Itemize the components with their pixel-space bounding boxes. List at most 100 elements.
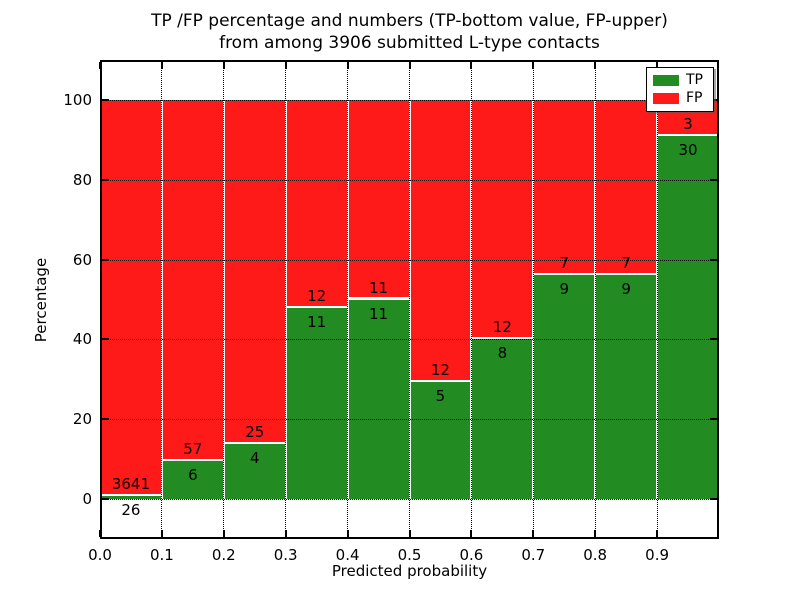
y-tick-mark-right — [710, 418, 717, 421]
chart-title-line1: TP /FP percentage and numbers (TP-bottom… — [151, 11, 668, 31]
legend-label-fp: FP — [686, 90, 703, 106]
legend-item-tp: TP — [653, 73, 707, 88]
fp-bar-segment — [595, 99, 658, 275]
y-tick-mark-right — [710, 178, 717, 181]
x-tick-mark-top — [99, 62, 101, 69]
x-tick-label: 0.2 — [211, 546, 236, 564]
fp-count-label: 57 — [183, 440, 203, 459]
fp-bar-segment — [347, 99, 410, 300]
horizontal-gridline — [100, 259, 719, 261]
fp-bar-segment — [161, 99, 224, 462]
x-tick-mark-top — [160, 62, 163, 69]
tp-count-label: 4 — [249, 449, 260, 468]
legend-label-tp: TP — [686, 72, 703, 88]
y-tick-mark-right — [710, 338, 717, 341]
tp-count-label: 11 — [307, 313, 327, 332]
y-tick-label: 0 — [82, 490, 92, 509]
x-tick-mark — [160, 530, 163, 537]
tp-count-label: 5 — [435, 386, 446, 405]
vertical-gridline — [409, 60, 410, 539]
y-tick-mark-right — [710, 258, 717, 261]
x-tick-mark-top — [470, 62, 473, 69]
horizontal-gridline — [100, 99, 719, 101]
y-tick-mark — [102, 418, 109, 421]
tp-bar-segment — [657, 136, 719, 500]
y-tick-label: 60 — [72, 250, 92, 269]
x-tick-label: 0.0 — [88, 546, 112, 564]
plot-area: 3641 26 57 6 25 4 12 11 11 11 12 5 12 8 7 9 7 9 3 30 — [99, 60, 719, 539]
horizontal-gridline — [100, 339, 719, 341]
tp-count-label: 9 — [621, 279, 631, 298]
x-tick-mark — [284, 530, 287, 537]
fp-bar-segment — [533, 99, 596, 275]
tp-count-label: 26 — [121, 501, 141, 520]
x-tick-label: 0.4 — [335, 546, 360, 564]
y-tick-label: 80 — [72, 170, 92, 189]
fp-count-label: 11 — [368, 278, 389, 297]
y-tick-mark — [102, 338, 109, 341]
x-tick-mark-top — [346, 62, 349, 69]
tp-count-label: 8 — [497, 344, 508, 363]
y-tick-mark — [102, 98, 109, 101]
tp-count-label: 30 — [678, 141, 698, 160]
horizontal-gridline — [100, 419, 719, 421]
x-tick-mark — [470, 530, 473, 537]
tp-bar-segment — [100, 496, 162, 500]
tp-color-swatch — [653, 75, 679, 86]
tp-bar-segment — [285, 308, 348, 500]
tp-bar-segment — [533, 274, 596, 500]
x-tick-mark — [594, 530, 597, 537]
x-tick-mark-top — [532, 62, 535, 69]
tp-count-label: 9 — [559, 279, 570, 298]
y-axis-label: Percentage — [32, 257, 50, 343]
y-tick-mark-right — [710, 498, 717, 501]
fp-bar-segment — [409, 99, 472, 382]
x-tick-mark — [656, 530, 659, 537]
x-tick-mark — [222, 530, 225, 537]
fp-count-label: 12 — [307, 287, 327, 306]
y-tick-label: 20 — [72, 410, 92, 429]
fp-bar-segment — [471, 99, 534, 340]
tp-bar-segment — [223, 444, 286, 500]
y-tick-mark — [102, 258, 109, 261]
x-tick-label: 0.7 — [521, 546, 546, 564]
horizontal-gridline — [100, 179, 719, 181]
tp-bar-segment — [595, 274, 658, 500]
tp-bar-segment — [161, 461, 224, 500]
fp-count-label: 12 — [430, 360, 450, 379]
x-tick-mark-top — [656, 62, 659, 69]
x-tick-label: 0.5 — [397, 546, 422, 564]
y-tick-mark — [102, 178, 109, 181]
fp-count-label: 3641 — [111, 475, 151, 494]
fp-bar-segment — [285, 99, 348, 309]
fp-count-label: 3 — [683, 115, 693, 134]
fp-color-swatch — [653, 93, 679, 104]
x-axis-label: Predicted probability — [331, 562, 488, 580]
x-tick-mark-top — [594, 62, 597, 69]
vertical-gridline — [594, 60, 596, 539]
vertical-gridline — [532, 60, 534, 539]
fp-bar-segment — [223, 99, 286, 444]
x-tick-mark — [99, 530, 101, 537]
vertical-gridline — [223, 60, 225, 539]
x-tick-mark-top — [222, 62, 225, 69]
vertical-gridline — [285, 60, 287, 539]
chart-title-line2: from among 3906 submitted L-type contact… — [219, 33, 600, 53]
legend: TP FP — [646, 67, 714, 112]
vertical-gridline — [347, 60, 349, 539]
x-tick-mark — [346, 530, 349, 537]
x-tick-label: 0.9 — [645, 546, 670, 564]
x-tick-mark — [532, 530, 535, 537]
tp-count-label: 6 — [188, 466, 198, 485]
y-tick-mark — [102, 498, 109, 501]
y-tick-label: 40 — [72, 330, 92, 349]
fp-count-label: 25 — [245, 423, 265, 442]
x-tick-label: 0.6 — [459, 546, 484, 564]
vertical-gridline — [161, 60, 163, 539]
tp-count-label: 11 — [368, 304, 389, 323]
x-tick-mark — [408, 530, 411, 537]
legend-item-fp: FP — [653, 91, 707, 106]
tp-bar-segment — [347, 299, 410, 500]
tp-bar-segment — [409, 381, 472, 500]
